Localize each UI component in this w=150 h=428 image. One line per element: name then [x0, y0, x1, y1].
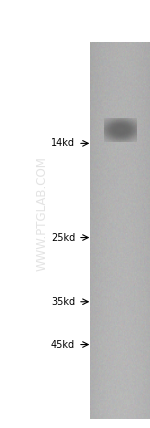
Text: 14kd: 14kd — [51, 138, 75, 149]
Text: 25kd: 25kd — [51, 232, 75, 243]
Text: 35kd: 35kd — [51, 297, 75, 307]
Text: WWW.PTGLAB.COM: WWW.PTGLAB.COM — [36, 157, 48, 271]
Text: 45kd: 45kd — [51, 339, 75, 350]
